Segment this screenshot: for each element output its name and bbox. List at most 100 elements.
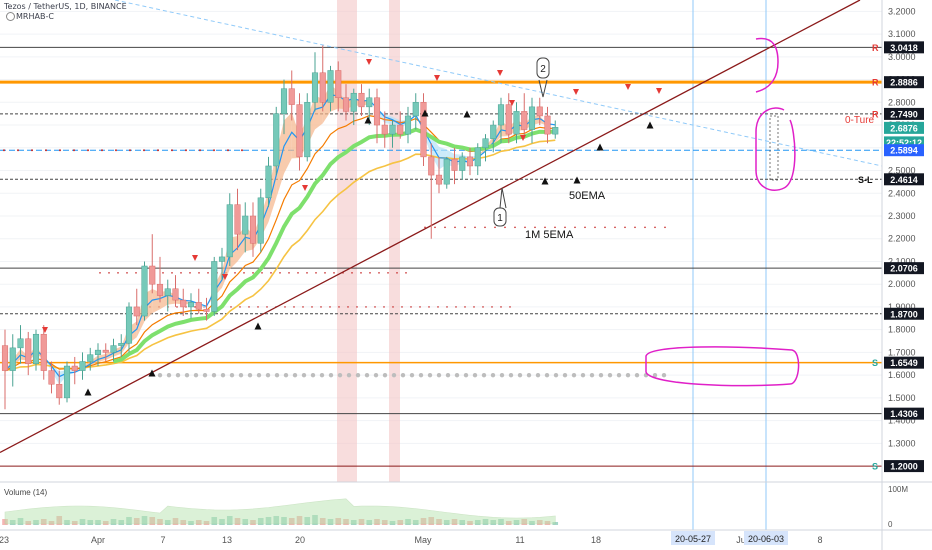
candle (482, 138, 489, 149)
candle (218, 256, 226, 262)
dotted-level (337, 372, 343, 378)
time-tick-label: 23 (0, 535, 9, 545)
candle (280, 88, 288, 114)
candle (40, 333, 47, 371)
level-tag: R (872, 43, 879, 53)
dotted-level (400, 372, 406, 378)
candle (9, 347, 16, 371)
uptrend-line (0, 0, 861, 454)
price-tick-label: 2.2000 (888, 234, 916, 244)
candle (544, 115, 551, 135)
highlight-band (337, 0, 357, 482)
dotted-level (265, 372, 271, 378)
time-tick-label: May (414, 535, 432, 545)
dotted-level (455, 306, 457, 308)
callout-label-2: 2 (540, 64, 546, 75)
candle (536, 106, 543, 117)
dotted-level (213, 149, 215, 152)
dotted-level (514, 226, 516, 229)
candle (552, 127, 559, 135)
dotted-level (256, 372, 262, 378)
dotted-level (261, 272, 263, 274)
dotted-level (661, 372, 667, 378)
dotted-level (405, 272, 407, 274)
dotted-level (644, 226, 646, 229)
dotted-level (338, 306, 340, 308)
dotted-level (454, 372, 460, 378)
candle (32, 333, 40, 365)
price-label-box (884, 356, 924, 369)
dotted-level (157, 372, 163, 378)
candle (164, 288, 171, 296)
candle (125, 306, 133, 344)
dotted-level (604, 226, 606, 229)
candle (389, 124, 396, 135)
dotted-level (162, 272, 164, 274)
dotted-level (117, 272, 119, 274)
dotted-level (166, 372, 172, 378)
sell-signal-arrow (302, 185, 308, 191)
candle (242, 215, 249, 235)
price-tick-label: 2.5000 (888, 166, 916, 176)
dotted-level (87, 149, 89, 152)
eye-icon[interactable] (6, 12, 15, 21)
dotted-level (189, 272, 191, 274)
price-label-box (884, 41, 924, 54)
price-tick-label: 2.1000 (888, 256, 916, 266)
dotted-level (553, 372, 559, 378)
candle (249, 215, 257, 244)
dotted-level (524, 226, 526, 229)
dotted-level (554, 226, 556, 229)
dotted-level (382, 372, 388, 378)
price-label-box (884, 144, 924, 157)
candle (373, 97, 381, 126)
price-tick-label: 1.8000 (888, 325, 916, 335)
price-tick-label: 1.5000 (888, 393, 916, 403)
dotted-level (243, 272, 245, 274)
dotted-level (227, 149, 229, 152)
ema50-label: 50EMA (569, 190, 606, 202)
dotted-level (238, 372, 244, 378)
dotted-level (481, 372, 487, 378)
candle (141, 265, 148, 317)
dotted-level (500, 306, 502, 308)
dotted-level (108, 272, 110, 274)
date-label-box (671, 531, 715, 545)
dotted-level (446, 306, 448, 308)
dotted-level (517, 372, 523, 378)
price-label-box (884, 173, 924, 186)
candle (327, 70, 334, 103)
candle (513, 111, 520, 135)
price-label-text: 2.0706 (890, 264, 918, 274)
time-tick-label: 13 (222, 535, 232, 545)
dotted-level (301, 372, 307, 378)
dotted-level (247, 372, 253, 378)
indicator-label: MRHAB-C (16, 12, 54, 21)
dotted-level (73, 149, 75, 152)
dotted-level (584, 226, 586, 229)
dotted-level (428, 306, 430, 308)
dotted-level (654, 226, 656, 229)
callout-box (536, 57, 550, 79)
ema-ribbon (237, 225, 246, 262)
volume-label: Volume (14) (4, 488, 47, 497)
candle (56, 383, 63, 399)
ema-1m-label: 1M 5EMA (525, 229, 574, 241)
candle (505, 104, 512, 135)
dotted-level (445, 372, 451, 378)
callout-pointer (499, 187, 507, 209)
dotted-level (101, 149, 103, 152)
dotted-level (464, 226, 466, 229)
price-label-text: 2.4614 (890, 175, 918, 185)
zero-line-label: 0-Ture (845, 115, 875, 126)
candle (195, 302, 202, 310)
ema-ribbon (284, 112, 292, 174)
dotted-level (396, 272, 398, 274)
sell-signal-arrow (656, 88, 662, 94)
dotted-level (306, 272, 308, 274)
candle (466, 156, 474, 167)
dotted-level (129, 149, 131, 152)
candle (420, 102, 427, 158)
dotted-level (594, 226, 596, 229)
